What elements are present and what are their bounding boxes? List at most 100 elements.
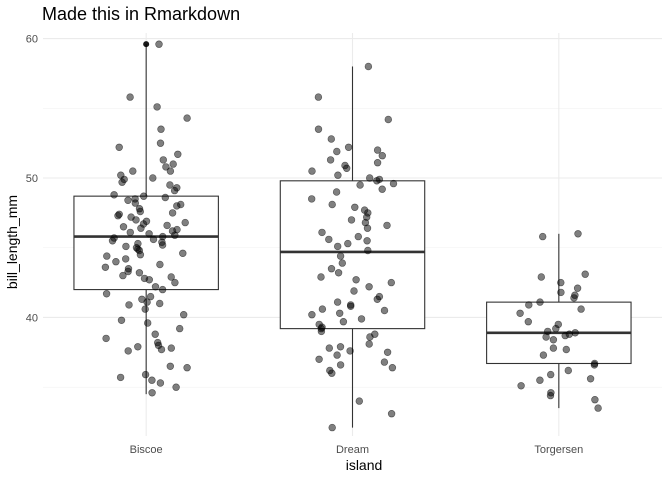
- data-point: [366, 174, 374, 182]
- data-point: [162, 163, 170, 171]
- y-tick-label: 40: [26, 312, 38, 324]
- x-tick-label: Torgersen: [534, 444, 583, 456]
- data-point: [144, 319, 152, 327]
- data-point: [183, 114, 191, 122]
- data-point: [539, 351, 548, 359]
- data-point: [336, 252, 345, 260]
- data-point: [383, 221, 391, 230]
- data-point: [352, 276, 360, 284]
- data-point: [166, 167, 175, 175]
- data-point: [336, 343, 345, 351]
- data-point: [314, 125, 323, 133]
- data-point: [146, 292, 155, 301]
- data-point: [151, 283, 160, 291]
- data-point: [173, 202, 181, 210]
- data-point: [562, 345, 570, 354]
- data-point: [134, 343, 142, 351]
- data-point: [387, 278, 395, 287]
- data-point: [327, 265, 336, 273]
- data-point: [132, 216, 140, 224]
- data-point: [149, 235, 158, 244]
- data-point: [314, 93, 323, 101]
- data-point: [131, 199, 140, 207]
- data-point: [156, 379, 165, 387]
- data-point: [591, 396, 599, 404]
- data-point: [325, 344, 333, 352]
- data-point: [344, 143, 353, 152]
- data-point: [157, 125, 165, 133]
- data-point: [365, 340, 373, 348]
- data-point: [328, 423, 336, 432]
- data-point: [334, 242, 342, 251]
- data-point: [325, 235, 333, 244]
- data-point: [347, 302, 355, 310]
- data-point: [338, 259, 346, 267]
- data-point: [110, 191, 118, 199]
- data-point: [121, 255, 130, 263]
- data-point: [308, 311, 316, 319]
- x-axis-ticks: Biscoe Dream Torgersen: [130, 444, 584, 456]
- data-point: [124, 267, 132, 276]
- data-point: [328, 200, 336, 209]
- data-point: [524, 318, 532, 326]
- box-biscoe: [73, 195, 219, 291]
- data-point: [557, 288, 565, 297]
- data-point: [172, 383, 180, 391]
- data-point: [388, 364, 397, 372]
- data-point: [517, 382, 525, 390]
- data-point: [332, 188, 341, 196]
- data-point: [155, 40, 163, 48]
- data-point: [557, 278, 565, 287]
- data-point: [373, 177, 381, 185]
- data-point: [151, 330, 159, 338]
- data-point: [124, 347, 132, 355]
- data-point: [159, 156, 168, 164]
- data-point: [148, 376, 156, 384]
- data-point: [326, 156, 335, 164]
- data-point: [334, 269, 343, 277]
- data-point: [525, 301, 533, 309]
- data-point: [333, 298, 342, 306]
- data-point: [149, 174, 157, 182]
- data-point: [346, 347, 354, 355]
- data-point: [129, 167, 137, 175]
- data-point: [380, 358, 389, 366]
- data-point: [546, 370, 555, 379]
- chart-title: Made this in Rmarkdown: [42, 4, 240, 24]
- data-point: [387, 410, 396, 418]
- data-point: [153, 103, 161, 111]
- data-point: [537, 273, 545, 281]
- data-point: [336, 309, 344, 317]
- data-point: [364, 62, 373, 71]
- data-point: [354, 232, 362, 241]
- data-point: [318, 305, 327, 313]
- data-point: [117, 316, 126, 324]
- data-point: [363, 224, 372, 232]
- data-point: [116, 373, 125, 382]
- data-point: [171, 231, 179, 239]
- data-point: [373, 295, 381, 303]
- data-point: [339, 318, 348, 326]
- data-point: [179, 249, 187, 258]
- data-point: [389, 179, 398, 188]
- data-point: [347, 216, 356, 224]
- data-point: [356, 181, 364, 189]
- data-point: [158, 285, 167, 294]
- data-point: [333, 351, 341, 359]
- data-point: [166, 181, 174, 189]
- data-point: [318, 228, 326, 237]
- data-point: [171, 278, 179, 287]
- data-point: [119, 271, 127, 280]
- y-axis-title: bill_length_mm: [4, 195, 20, 289]
- data-point: [145, 230, 153, 238]
- data-point: [308, 195, 316, 203]
- data-point: [145, 276, 154, 284]
- x-axis-title: island: [346, 457, 383, 473]
- data-point: [183, 364, 191, 372]
- data-point: [174, 150, 182, 159]
- data-point: [334, 171, 342, 179]
- data-point: [143, 298, 151, 306]
- data-point: [166, 362, 175, 370]
- data-point: [156, 139, 165, 147]
- data-point: [549, 344, 558, 352]
